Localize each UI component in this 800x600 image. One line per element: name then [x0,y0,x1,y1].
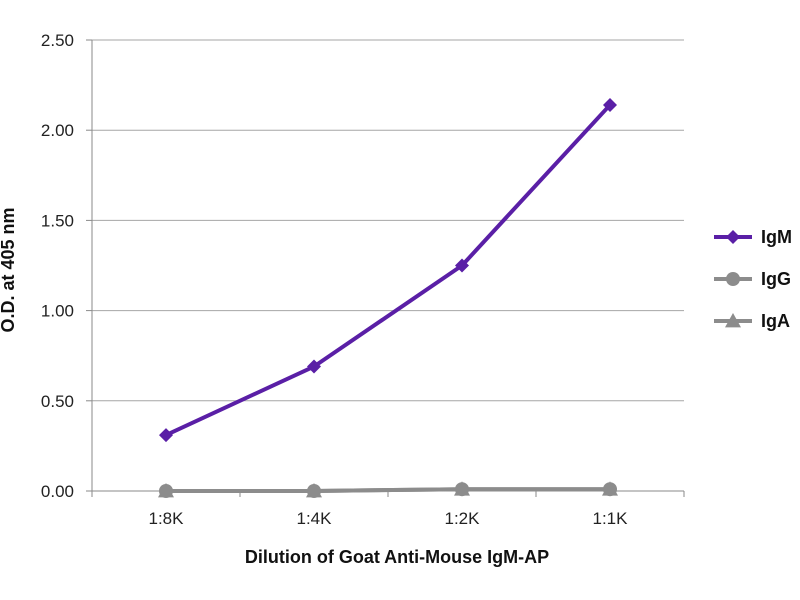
x-tick-label: 1:4K [297,509,333,528]
legend-marker [726,230,740,244]
y-axis-title: O.D. at 405 nm [0,207,18,332]
x-tick-label: 1:1K [593,509,629,528]
legend-item-igg: IgG [714,269,791,289]
data-point-igg [307,484,321,498]
gridlines [92,39,684,492]
series-line-igm [165,103,612,437]
legend-marker [726,272,740,286]
data-point-igg [455,482,469,497]
legend-label: IgA [761,311,790,331]
x-axis-title: Dilution of Goat Anti-Mouse IgM-AP [245,547,549,567]
series-line-igg [166,487,610,493]
data-point-igg [603,482,617,497]
legend: IgM IgG IgA [714,227,792,331]
x-tick-label: 1:8K [149,509,185,528]
y-tick-label: 2.00 [41,121,74,140]
series-igg [159,482,617,498]
y-tick-label: 1.00 [41,302,74,321]
data-point-igm [455,258,469,273]
legend-marker [725,313,741,328]
y-tick-label: 1.50 [41,211,74,230]
legend-label: IgG [761,269,791,289]
y-tick-label: 2.50 [41,31,74,50]
data-point-igm [603,97,617,112]
data-point-igg [159,484,173,498]
data-point-igm [307,359,321,374]
y-axis-ticks: 0.00 0.50 1.00 1.50 2.00 2.50 [41,31,93,501]
x-axis-ticks: 1:8K 1:4K 1:2K 1:1K [91,491,685,528]
y-tick-label: 0.50 [41,392,74,411]
legend-label: IgM [761,227,792,247]
data-point-igm [159,428,173,443]
legend-item-iga: IgA [714,311,790,331]
x-tick-label: 1:2K [445,509,481,528]
legend-item-igm: IgM [714,227,792,247]
series-group [158,97,618,498]
y-tick-label: 0.00 [41,482,74,501]
series-igm [159,97,617,443]
